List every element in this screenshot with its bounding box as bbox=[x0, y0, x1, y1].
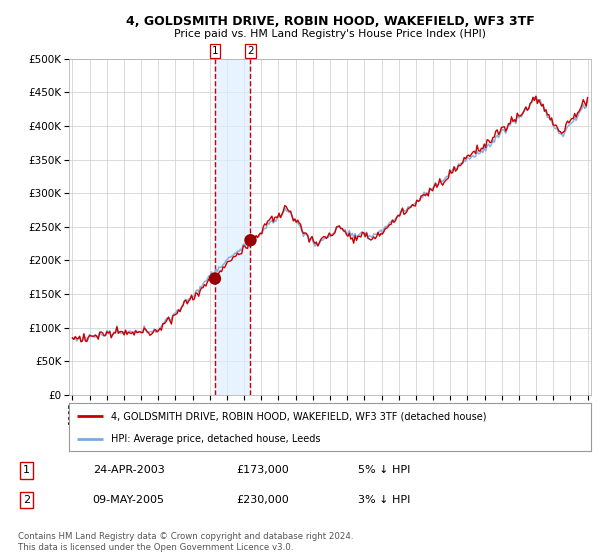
Text: 1: 1 bbox=[23, 465, 30, 475]
Bar bbox=[215, 59, 250, 395]
Text: £230,000: £230,000 bbox=[236, 495, 289, 505]
Text: 2: 2 bbox=[23, 495, 30, 505]
Point bbox=[245, 236, 255, 245]
Text: This data is licensed under the Open Government Licence v3.0.: This data is licensed under the Open Gov… bbox=[18, 543, 293, 552]
Text: HPI: Average price, detached house, Leeds: HPI: Average price, detached house, Leed… bbox=[111, 434, 320, 444]
Text: 1: 1 bbox=[212, 46, 218, 56]
Point bbox=[210, 274, 220, 283]
Text: 09-MAY-2005: 09-MAY-2005 bbox=[92, 495, 164, 505]
Text: 2: 2 bbox=[247, 46, 254, 56]
Text: 5% ↓ HPI: 5% ↓ HPI bbox=[358, 465, 410, 475]
Text: 4, GOLDSMITH DRIVE, ROBIN HOOD, WAKEFIELD, WF3 3TF (detached house): 4, GOLDSMITH DRIVE, ROBIN HOOD, WAKEFIEL… bbox=[111, 411, 486, 421]
Text: 24-APR-2003: 24-APR-2003 bbox=[92, 465, 164, 475]
Text: Contains HM Land Registry data © Crown copyright and database right 2024.: Contains HM Land Registry data © Crown c… bbox=[18, 532, 353, 541]
Text: 3% ↓ HPI: 3% ↓ HPI bbox=[358, 495, 410, 505]
Text: £173,000: £173,000 bbox=[236, 465, 289, 475]
Text: Price paid vs. HM Land Registry's House Price Index (HPI): Price paid vs. HM Land Registry's House … bbox=[174, 29, 486, 39]
Text: 4, GOLDSMITH DRIVE, ROBIN HOOD, WAKEFIELD, WF3 3TF: 4, GOLDSMITH DRIVE, ROBIN HOOD, WAKEFIEL… bbox=[125, 15, 535, 28]
